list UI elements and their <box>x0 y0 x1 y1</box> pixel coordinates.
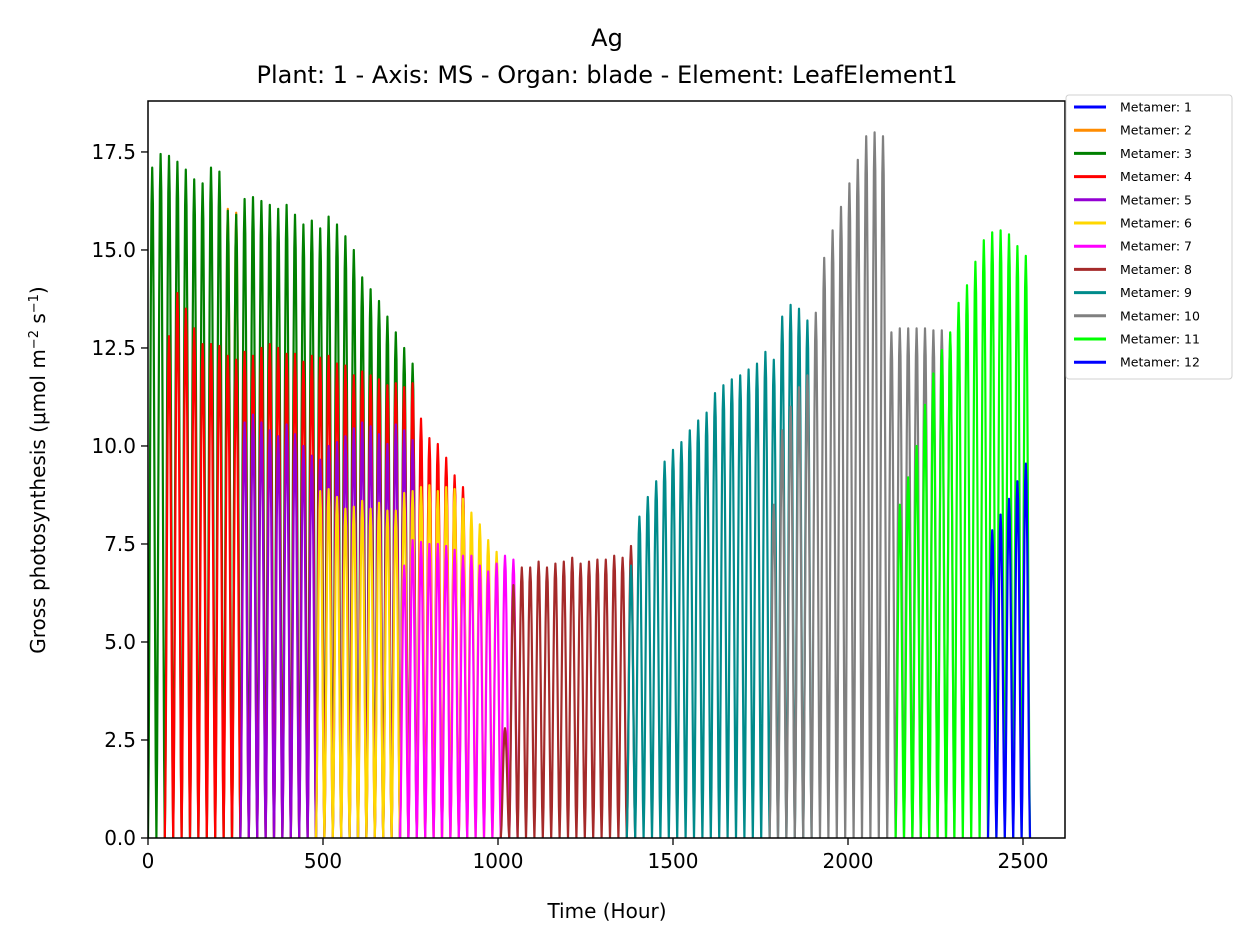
legend-label: Metamer: 5 <box>1120 192 1192 207</box>
series-line-10 <box>768 131 956 838</box>
y-tick-label: 0.0 <box>104 826 136 850</box>
legend-label: Metamer: 10 <box>1120 308 1200 323</box>
y-tick-label: 7.5 <box>104 532 136 556</box>
series-line-5 <box>239 413 418 838</box>
series-line-8 <box>499 544 637 838</box>
chart-subtitle: Plant: 1 - Axis: MS - Organ: blade - Ele… <box>256 61 957 89</box>
x-axis-label: Time (Hour) <box>546 899 666 923</box>
y-tick-label: 15.0 <box>91 238 136 262</box>
y-tick-label: 17.5 <box>91 140 136 164</box>
legend: Metamer: 1 Metamer: 2 Metamer: 3 Metamer: 4… <box>1065 94 1233 380</box>
series-line-9 <box>625 303 813 838</box>
chart-title: Ag <box>591 24 623 52</box>
x-tick-label: 0 <box>142 849 155 873</box>
y-tick-label: 12.5 <box>91 336 136 360</box>
x-tick-label: 1500 <box>648 849 699 873</box>
y-tick-label: 10.0 <box>91 434 136 458</box>
series-line-12 <box>986 462 1032 838</box>
x-tick-label: 2500 <box>998 849 1049 873</box>
series-line-7 <box>398 538 519 838</box>
plot-frame <box>147 100 1066 839</box>
series-line-6 <box>314 484 502 838</box>
legend-label: Metamer: 3 <box>1120 146 1192 161</box>
series-layer <box>148 131 1032 838</box>
series-line-11 <box>894 229 1032 838</box>
legend-label: Metamer: 11 <box>1120 332 1200 347</box>
y-axis-label: Gross photosynthesis (μmol m−2 s−1) <box>26 286 50 654</box>
legend-label: Metamer: 7 <box>1120 239 1192 254</box>
series-line-3 <box>148 152 418 838</box>
legend-label: Metamer: 6 <box>1120 216 1192 231</box>
legend-label: Metamer: 9 <box>1120 285 1192 300</box>
legend-label: Metamer: 8 <box>1120 262 1192 277</box>
x-axis: 0 500 1000 1500 2000 2500 <box>142 838 1049 873</box>
legend-label: Metamer: 2 <box>1120 123 1192 138</box>
x-tick-label: 500 <box>304 849 342 873</box>
legend-frame <box>1065 94 1233 380</box>
x-tick-label: 2000 <box>823 849 874 873</box>
y-tick-label: 2.5 <box>104 728 136 752</box>
legend-label: Metamer: 12 <box>1120 355 1200 370</box>
legend-label: Metamer: 4 <box>1120 169 1192 184</box>
x-tick-label: 1000 <box>473 849 524 873</box>
legend-label: Metamer: 1 <box>1120 100 1192 115</box>
y-tick-label: 5.0 <box>104 630 136 654</box>
y-axis: 0.0 2.5 5.0 7.5 10.0 12.5 15.0 17.5 <box>91 140 148 850</box>
series-line-4 <box>163 291 469 838</box>
